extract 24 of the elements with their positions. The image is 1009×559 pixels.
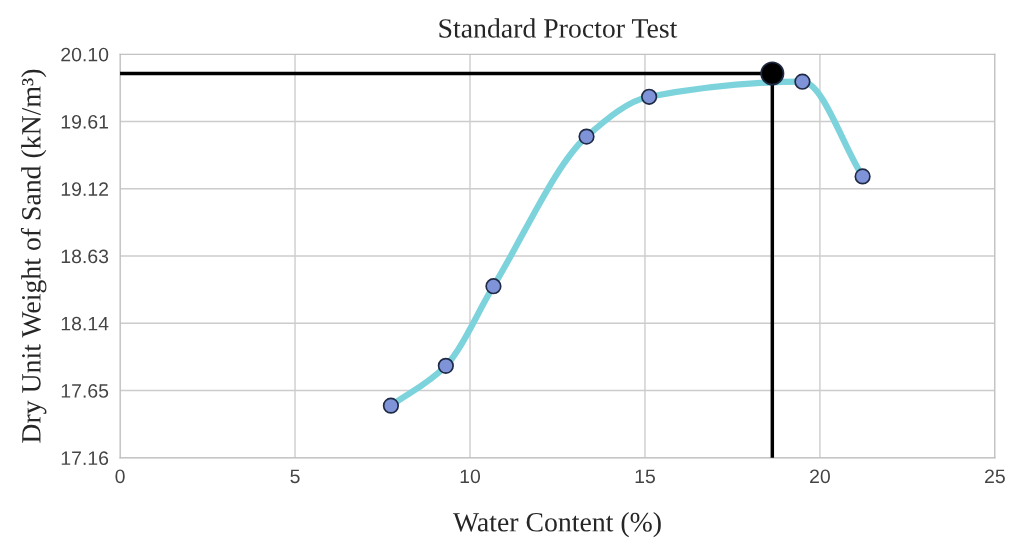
y-tick-label: 18.63 <box>61 249 109 264</box>
y-tick-label: 19.12 <box>61 182 108 196</box>
y-tick-label: 18.14 <box>61 316 109 331</box>
x-tick-label: 10 <box>460 469 481 484</box>
x-tick-label: 20 <box>810 469 830 484</box>
x-tick-label: 0 <box>115 469 125 484</box>
x-tick-label: 15 <box>635 469 655 484</box>
y-tick-label: 19.61 <box>61 114 109 129</box>
point <box>437 357 454 374</box>
x-tick-label: 5 <box>290 469 300 484</box>
point <box>578 128 595 145</box>
y-tick-label: 17.65 <box>61 384 109 398</box>
y-axis-title: Dry Unit Weight of Sand (kN/m³) <box>20 69 47 443</box>
x-tick-label: 25 <box>985 469 1005 484</box>
point <box>760 61 785 86</box>
point <box>854 168 871 185</box>
chart-title: Standard Proctor Test <box>439 18 678 38</box>
x-axis-title: Water Content (%) <box>452 512 661 538</box>
point <box>382 397 400 414</box>
y-tick-label: 20.10 <box>61 47 109 62</box>
point <box>794 73 811 90</box>
y-tick-label: 17.16 <box>61 451 109 466</box>
point <box>485 278 502 295</box>
point <box>641 88 658 105</box>
